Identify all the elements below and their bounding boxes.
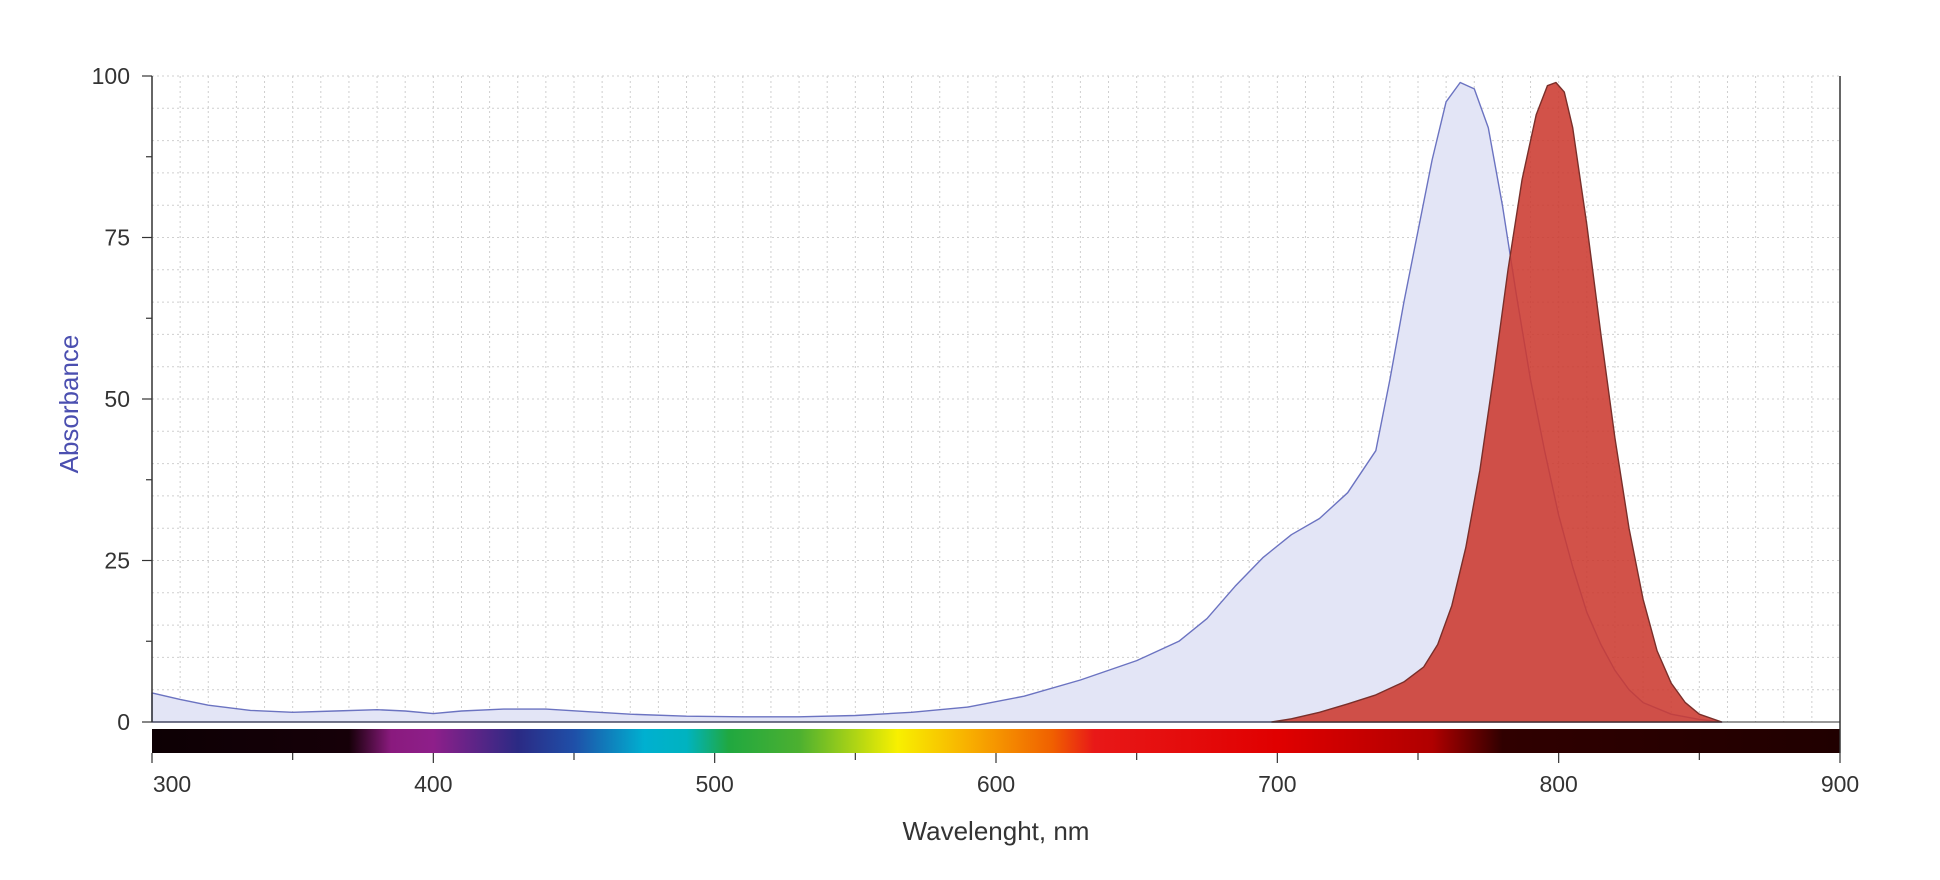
y-tick-label: 100 [92, 63, 130, 89]
x-tick-label: 300 [153, 771, 191, 797]
axes [142, 75, 1841, 763]
color-spectrum-bar [152, 729, 1840, 753]
x-tick-label: 700 [1258, 771, 1296, 797]
x-tick-label: 400 [414, 771, 452, 797]
x-tick-label: 500 [695, 771, 733, 797]
y-axis-label: Absorbance [54, 335, 84, 474]
emission-area [1271, 81, 1723, 723]
y-tick-label: 25 [104, 548, 130, 574]
y-tick-label: 0 [117, 709, 130, 735]
x-axis-label: Wavelenght, nm [903, 816, 1090, 846]
x-tick-label: 900 [1821, 771, 1859, 797]
x-tick-label: 800 [1539, 771, 1577, 797]
x-tick-label: 600 [977, 771, 1015, 797]
y-tick-label: 75 [104, 225, 130, 251]
tick-labels: 0 25 50 75 100 300 400 500 600 700 800 900 [92, 63, 1860, 797]
y-tick-label: 50 [104, 386, 130, 412]
plot-area [151, 81, 1723, 723]
